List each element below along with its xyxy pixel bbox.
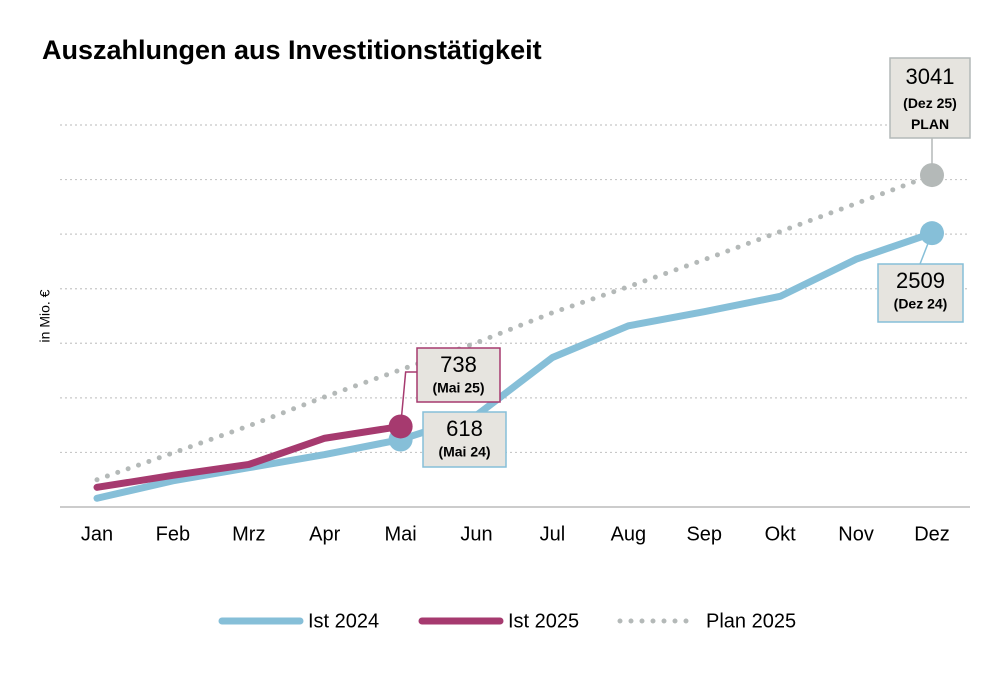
x-tick-label: Mrz	[232, 523, 265, 545]
callout-box	[877, 263, 964, 323]
x-tick-label: Okt	[765, 523, 797, 545]
x-tick-label: Feb	[156, 523, 190, 545]
callout-connector	[399, 371, 417, 427]
callout-note: (Mai 25)	[432, 380, 484, 396]
x-tick-label: Dez	[914, 523, 950, 545]
x-tick-label: Jun	[460, 523, 492, 545]
callout-note-line: PLAN	[911, 116, 949, 132]
y-axis-label: in Mio. €	[37, 289, 53, 342]
callout-value: 3041	[906, 64, 955, 89]
callout-value: 738	[440, 352, 477, 377]
end-marker	[920, 221, 944, 246]
x-tick-label: Aug	[611, 523, 647, 545]
end-marker	[388, 414, 413, 439]
x-tick-label: Jan	[81, 523, 113, 545]
chart-title: Auszahlungen aus Investitionstätigkeit	[42, 35, 542, 65]
legend-label: Plan 2025	[706, 610, 796, 632]
line-series	[94, 172, 935, 483]
legend-label: Ist 2025	[508, 610, 579, 632]
x-tick-label: Sep	[686, 523, 722, 545]
x-tick-label: Jul	[540, 523, 566, 545]
callout-note: (Dez 24)	[894, 296, 948, 312]
x-tick-label: Mai	[385, 523, 417, 545]
callout-note: (Mai 24)	[438, 444, 490, 460]
callout-box	[422, 411, 507, 468]
end-marker	[920, 163, 944, 188]
callout-box	[889, 57, 971, 139]
callout-box	[416, 347, 501, 403]
callout-note: (Dez 25) PLAN	[903, 95, 957, 132]
callout-value: 2509	[896, 268, 945, 293]
line-series	[93, 229, 936, 502]
legend-label: Ist 2024	[308, 610, 379, 632]
callout-value: 618	[446, 416, 483, 441]
x-tick-label: Apr	[309, 523, 340, 545]
line-series	[93, 422, 405, 491]
callout-note-line: (Dez 25)	[903, 95, 957, 111]
x-tick-label: Nov	[838, 523, 874, 545]
